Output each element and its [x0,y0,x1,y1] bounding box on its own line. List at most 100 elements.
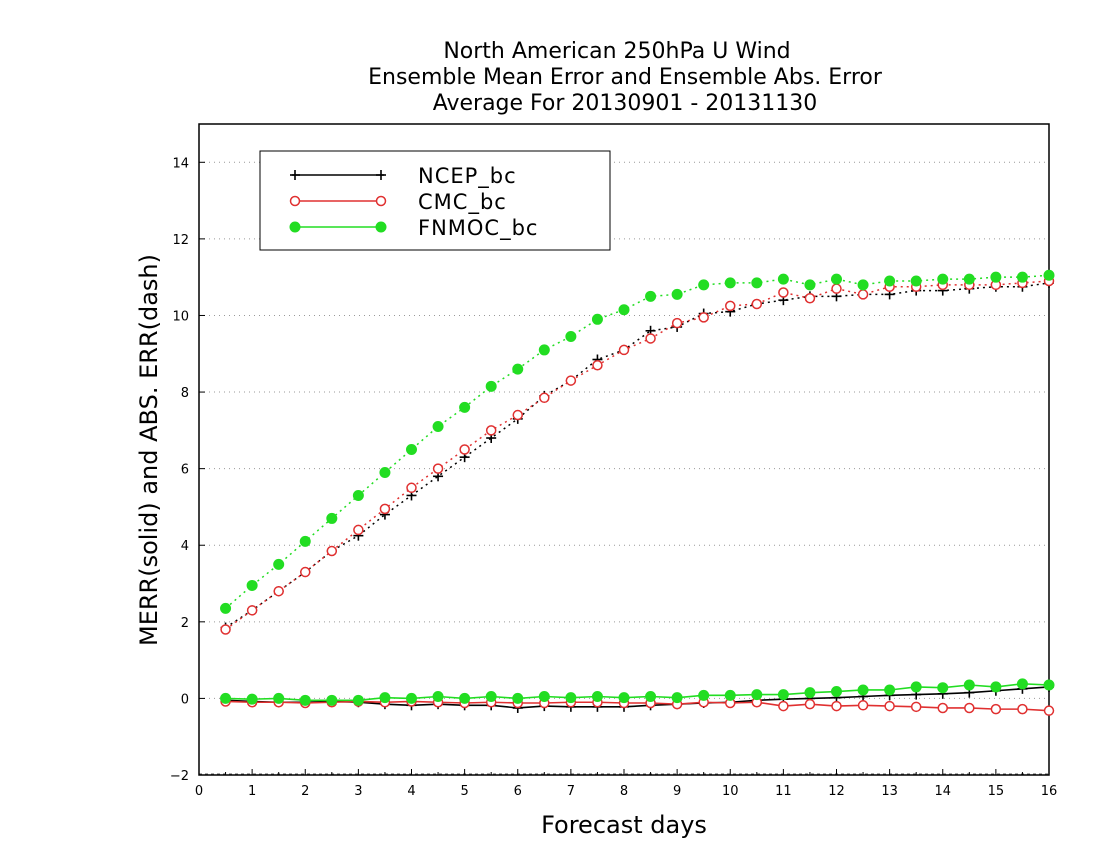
point-ncep-bc-legend-end [376,170,386,180]
legend-entry-ncep-bc: NCEP_bc [290,164,517,189]
point-cmc-bc-merr [990,703,1002,715]
point-fnmoc-bc-abs-err [326,512,338,524]
point-cmc-bc-merr [778,700,789,712]
point-cmc-bc-abs-err [539,392,550,404]
point-fnmoc-bc-abs-err [591,313,603,325]
point-fnmoc-bc-merr [937,682,949,694]
point-cmc-bc-abs-err [432,463,444,474]
x-tick-label: 2 [301,784,309,799]
point-cmc-bc-merr [1017,703,1028,715]
x-tick-label: 11 [775,784,792,799]
point-fnmoc-bc-merr [246,693,258,705]
point-fnmoc-bc-merr [591,690,603,702]
point-fnmoc-bc-abs-err [406,444,417,455]
legend-entry-cmc-bc: CMC_bc [289,190,506,215]
point-fnmoc-bc-merr [804,687,816,699]
y-tick-label: 10 [172,309,189,324]
point-fnmoc-bc-merr [671,692,683,704]
point-fnmoc-bc-abs-err [618,304,630,316]
point-fnmoc-bc-merr [512,692,524,704]
point-fnmoc-bc-merr [485,690,497,702]
point-cmc-bc-abs-err [751,298,763,310]
point-fnmoc-bc-merr [698,689,710,701]
x-axis-label: Forecast days [541,811,707,839]
y-axis-label: MERR(solid) and ABS. ERR(dash) [135,254,163,646]
point-fnmoc-bc-abs-err [751,277,763,289]
point-cmc-bc-merr [884,700,895,712]
point-fnmoc-bc-abs-err [299,535,311,547]
y-tick-label: 6 [181,463,189,478]
point-fnmoc-bc-merr [379,692,391,704]
point-fnmoc-bc-abs-err [698,279,710,291]
point-fnmoc-bc-abs-err [273,558,285,570]
point-cmc-bc-abs-err [831,283,842,294]
point-fnmoc-bc-abs-err [246,579,258,591]
point-fnmoc-bc-merr [618,692,630,704]
point-fnmoc-bc-abs-err [645,290,657,302]
point-cmc-bc-abs-err [326,545,338,557]
point-cmc-bc-abs-err [804,292,816,304]
point-fnmoc-bc-abs-err [1016,271,1028,283]
point-fnmoc-bc-legend-end [375,221,387,233]
point-fnmoc-bc-merr [990,681,1002,693]
chart-title-line-2: Ensemble Mean Error and Ensemble Abs. Er… [368,65,883,90]
y-tick-label: 2 [181,616,189,631]
point-fnmoc-bc-merr [777,689,789,701]
point-fnmoc-bc-abs-err [963,273,975,285]
point-cmc-bc-abs-err [246,605,258,616]
line-cmc-bc-abs-err [225,280,1050,631]
point-cmc-bc-abs-err [645,333,656,344]
point-fnmoc-bc-merr [751,689,763,701]
point-fnmoc-bc-abs-err [910,275,922,287]
x-tick-label: 0 [195,784,203,799]
series-group [220,269,1055,716]
point-fnmoc-bc-abs-err [831,273,842,285]
point-fnmoc-bc-merr [459,692,471,704]
point-cmc-bc-merr [831,700,842,712]
x-tick-label: 5 [460,784,468,799]
y-tick-label: 14 [172,156,189,171]
legend-label-fnmoc-bc: FNMOC_bc [418,216,538,241]
point-fnmoc-bc-merr [1016,678,1028,690]
point-fnmoc-bc-abs-err [538,344,550,356]
chart-title-line-3: Average For 20130901 - 20131130 [433,91,818,116]
point-fnmoc-bc-abs-err [990,271,1002,283]
line-fnmoc-bc-abs-err [225,274,1050,609]
point-cmc-bc-abs-err [618,344,630,356]
y-tick-label: 8 [181,386,189,401]
point-fnmoc-bc-merr [724,689,736,701]
point-cmc-bc-merr [857,700,869,711]
point-fnmoc-bc-abs-err [352,489,364,501]
point-fnmoc-bc-abs-err [937,273,949,285]
point-cmc-bc-merr [804,698,816,710]
point-fnmoc-bc-merr [220,692,232,704]
point-fnmoc-bc-legend-start [289,221,301,233]
point-fnmoc-bc-merr [645,690,657,702]
point-fnmoc-bc-merr [565,692,577,704]
y-tick-label: 12 [172,233,189,248]
point-fnmoc-bc-merr [299,694,311,706]
point-fnmoc-bc-abs-err [1043,269,1055,281]
point-cmc-bc-abs-err [778,287,789,298]
point-cmc-bc-abs-err [379,503,391,515]
point-cmc-bc-abs-err [698,312,709,323]
point-cmc-bc-legend-start [289,195,301,207]
point-fnmoc-bc-abs-err [565,331,577,343]
x-tick-label: 3 [354,784,362,799]
legend-label-ncep-bc: NCEP_bc [418,164,517,189]
legend-entry-fnmoc-bc: FNMOC_bc [289,216,538,241]
point-fnmoc-bc-abs-err [432,421,444,433]
point-fnmoc-bc-abs-err [379,466,391,478]
point-cmc-bc-abs-err [353,524,364,536]
x-tick-label: 7 [567,784,575,799]
point-fnmoc-bc-abs-err [857,279,869,291]
y-tick-label: 0 [181,692,189,707]
point-cmc-bc-abs-err [725,300,736,312]
x-tick-label: 13 [881,784,898,799]
point-fnmoc-bc-abs-err [671,288,683,300]
point-fnmoc-bc-merr [273,692,285,704]
point-fnmoc-bc-merr [857,684,869,696]
point-fnmoc-bc-merr [326,694,338,706]
